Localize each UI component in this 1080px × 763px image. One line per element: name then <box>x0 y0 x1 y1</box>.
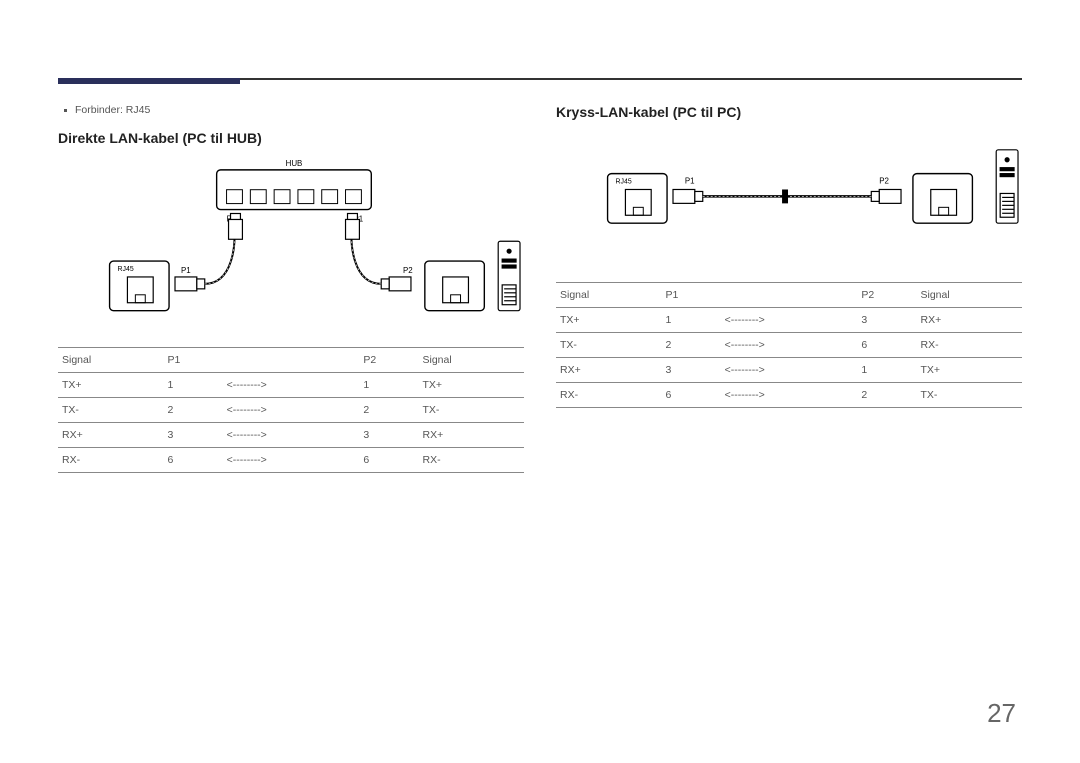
col-signal-b: Signal <box>418 348 524 373</box>
rj45-left-p1: P1 <box>181 266 191 275</box>
cross-rj45-label: RJ45 <box>616 179 632 186</box>
direct-lan-diagram: HUB P2 P1 RJ45 P1 P2 <box>58 156 524 334</box>
col-signal-b: Signal <box>916 282 1022 307</box>
col-arrow <box>223 348 360 373</box>
rj45-right-p2: P2 <box>403 266 413 275</box>
col-p1: P1 <box>163 348 222 373</box>
table-row: TX+1<-------->1TX+ <box>58 373 524 398</box>
right-column: Kryss-LAN-kabel (PC til PC) RJ45 P1 P2 <box>556 104 1022 473</box>
table-row: RX+3<-------->1TX+ <box>556 357 1022 382</box>
table-header-row: Signal P1 P2 Signal <box>556 282 1022 307</box>
col-p2: P2 <box>359 348 418 373</box>
direct-pinout-table: Signal P1 P2 Signal TX+1<-------->1TX+ T… <box>58 347 524 473</box>
left-section-title: Direkte LAN-kabel (PC til HUB) <box>58 130 524 146</box>
bullet-text: Forbinder: RJ45 <box>75 104 150 116</box>
table-row: RX-6<-------->6RX- <box>58 448 524 473</box>
rj45-left-label: RJ45 <box>118 266 134 273</box>
cross-p1-label: P1 <box>685 177 695 186</box>
page-number: 27 <box>987 698 1016 729</box>
cross-lan-diagram: RJ45 P1 P2 <box>556 130 1022 269</box>
pc-tower-icon <box>498 241 520 310</box>
col-p2: P2 <box>857 282 916 307</box>
hub-label: HUB <box>286 159 303 168</box>
table-row: TX-2<-------->6RX- <box>556 332 1022 357</box>
col-signal-a: Signal <box>556 282 661 307</box>
cross-pinout-table: Signal P1 P2 Signal TX+1<-------->3RX+ T… <box>556 282 1022 408</box>
left-column: Forbinder: RJ45 Direkte LAN-kabel (PC ti… <box>58 104 524 473</box>
col-arrow <box>721 282 858 307</box>
bullet-icon <box>64 109 67 112</box>
col-signal-a: Signal <box>58 348 163 373</box>
col-p1: P1 <box>661 282 720 307</box>
table-row: TX+1<-------->3RX+ <box>556 307 1022 332</box>
table-header-row: Signal P1 P2 Signal <box>58 348 524 373</box>
bullet-line: Forbinder: RJ45 <box>64 104 524 116</box>
table-row: RX-6<-------->2TX- <box>556 382 1022 407</box>
cross-p2-label: P2 <box>879 177 889 186</box>
table-row: TX-2<-------->2TX- <box>58 398 524 423</box>
right-section-title: Kryss-LAN-kabel (PC til PC) <box>556 104 1022 120</box>
header-accent <box>58 78 240 84</box>
content-columns: Forbinder: RJ45 Direkte LAN-kabel (PC ti… <box>58 104 1022 473</box>
pc-tower-icon <box>996 150 1018 223</box>
table-row: RX+3<-------->3RX+ <box>58 423 524 448</box>
